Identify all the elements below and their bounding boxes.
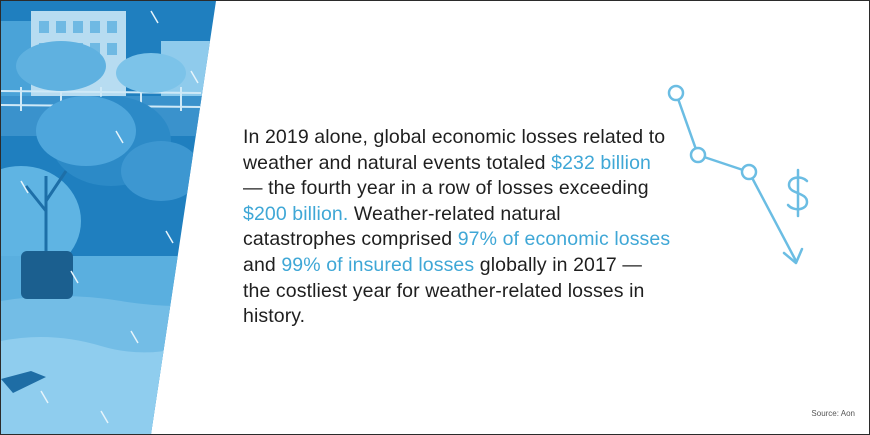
highlight-99-percent: 99% of insured losses — [281, 253, 475, 276]
declining-line-dollar-icon — [667, 84, 809, 265]
main-statement: In 2019 alone, global economic losses re… — [243, 125, 673, 330]
flooded-city-storm-illustration — [1, 1, 216, 434]
text-segment: globally in 2017 — the costliest year fo… — [243, 253, 645, 328]
highlight-97-percent: 97% of economic losses — [457, 228, 671, 251]
text-segment: and — [243, 253, 282, 276]
text-segment: — the fourth year in a row of losses exc… — [243, 177, 649, 200]
highlight-200-billion: $200 billion. — [243, 202, 349, 225]
text-segment: In 2019 alone, global economic losses re… — [243, 126, 666, 174]
highlight-232-billion: $232 billion — [551, 151, 651, 174]
source-note: Source: Aon — [811, 409, 855, 418]
text-segment: Weather-related natural catastrophes com… — [243, 202, 561, 251]
